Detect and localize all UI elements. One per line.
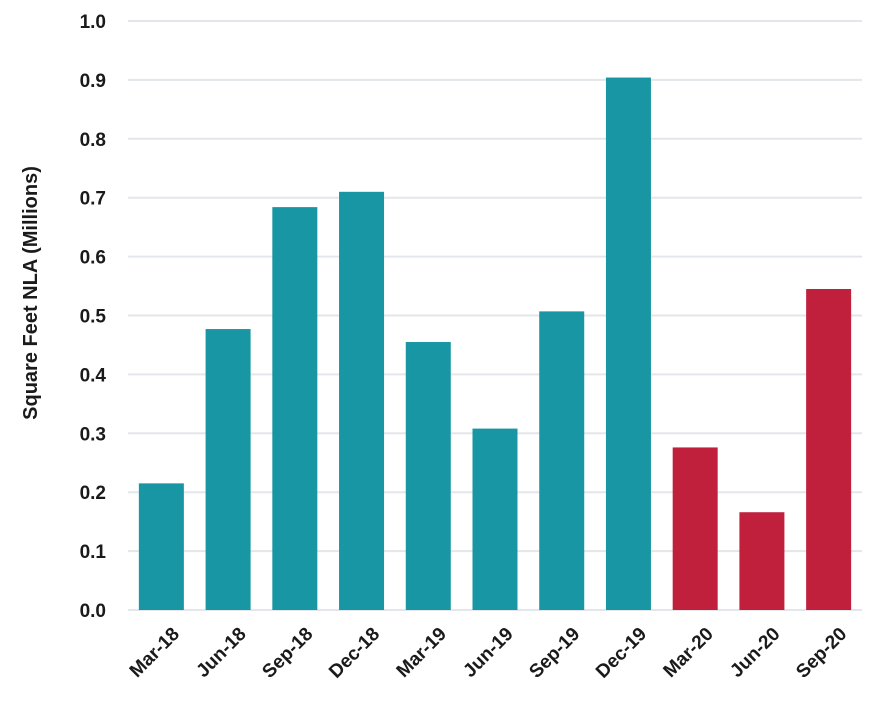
bar-dec-19 (605, 77, 651, 610)
x-tick-label: Dec-19 (592, 624, 651, 683)
x-tick-label: Mar-18 (126, 624, 184, 682)
y-tick-label: 0.0 (80, 601, 106, 622)
bar-jun-20 (739, 512, 785, 610)
y-axis-ticks: 0.0 0.1 0.2 0.3 0.4 0.5 0.6 0.7 0.8 0.9 1.0 (80, 12, 107, 622)
y-tick-label: 0.3 (80, 424, 106, 445)
y-tick-label: 0.8 (80, 130, 106, 151)
bars (138, 77, 852, 610)
y-tick-label: 0.1 (80, 542, 107, 563)
y-tick-label: 0.2 (80, 483, 106, 504)
y-tick-label: 0.9 (80, 71, 106, 92)
y-tick-label: 0.5 (80, 307, 107, 328)
x-tick-label: Mar-19 (393, 624, 451, 682)
x-tick-label: Jun-18 (193, 624, 251, 682)
y-tick-label: 0.6 (80, 248, 106, 269)
x-tick-label: Sep-19 (525, 624, 584, 683)
bar-dec-18 (339, 191, 385, 610)
y-tick-label: 0.7 (80, 189, 106, 210)
x-tick-label: Sep-18 (258, 624, 317, 683)
y-tick-label: 0.4 (80, 365, 107, 386)
y-axis-title: Square Feet NLA (Millions) (20, 166, 42, 420)
bar-mar-18 (138, 483, 184, 610)
x-tick-label: Jun-20 (726, 624, 784, 682)
x-tick-label: Jun-19 (459, 624, 517, 682)
bar-jun-19 (472, 428, 518, 610)
bar-sep-20 (806, 288, 852, 610)
bar-sep-19 (539, 311, 585, 610)
bar-jun-18 (205, 329, 251, 610)
bar-sep-18 (272, 207, 318, 610)
bar-mar-20 (672, 447, 718, 610)
bar-mar-19 (405, 342, 451, 610)
x-tick-label: Dec-18 (325, 624, 384, 683)
x-tick-label: Sep-20 (792, 624, 851, 683)
x-axis-ticks: Mar-18 Jun-18 Sep-18 Dec-18 Mar-19 Jun-19 Sep-… (126, 624, 851, 683)
y-tick-label: 1.0 (80, 12, 106, 33)
x-tick-label: Mar-20 (660, 624, 718, 682)
